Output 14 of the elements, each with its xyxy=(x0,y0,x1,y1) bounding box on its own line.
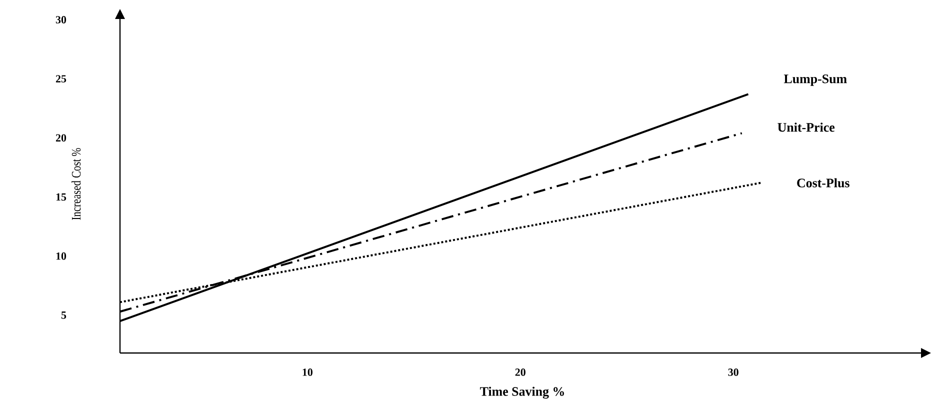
x-tick-label: 20 xyxy=(515,368,526,376)
y-tick-label: 25 xyxy=(56,75,66,82)
y-axis-title: Increased Cost % xyxy=(72,148,81,220)
x-axis-title: Time Saving % xyxy=(480,386,564,399)
text: Lump-Sum xyxy=(784,74,847,86)
y-tick-label: 5 xyxy=(61,312,66,319)
y-tick-label: 30 xyxy=(56,16,66,24)
x-tick-label: 10 xyxy=(302,368,312,376)
y-tick-label: 10 xyxy=(56,252,66,260)
text: Unit-Price xyxy=(778,122,835,132)
y-tick-label: 20 xyxy=(56,134,66,142)
y-tick-label: 15 xyxy=(56,193,66,201)
x-tick-label: 30 xyxy=(728,368,738,376)
text: Cost-Plus xyxy=(797,178,850,188)
